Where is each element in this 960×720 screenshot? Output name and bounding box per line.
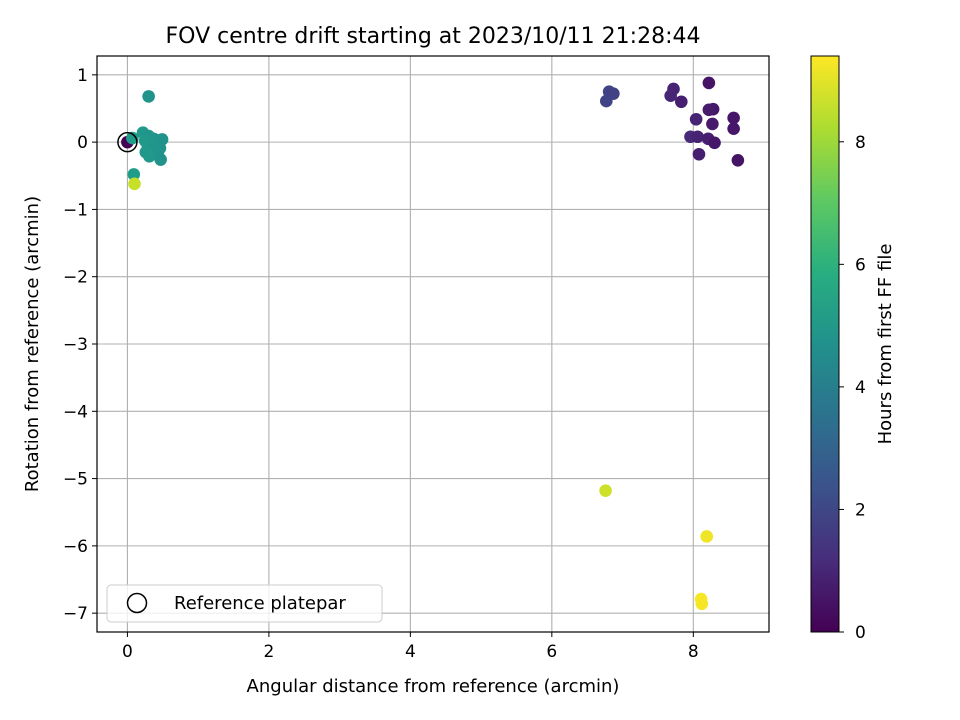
- data-point: [702, 76, 716, 90]
- data-point: [126, 131, 139, 145]
- legend-box: [106, 584, 383, 623]
- colorbar-label: Hours from first FF file: [875, 244, 896, 445]
- data-point: [731, 153, 745, 167]
- y-tick-label: −4: [63, 402, 88, 422]
- legend: Reference platepar: [106, 584, 383, 623]
- data-point: [702, 103, 716, 117]
- colorbar-ticks: 0 2 4 6 8: [839, 133, 866, 643]
- data-point: [691, 130, 704, 144]
- x-ticks: 0 2 4 6 8: [122, 632, 699, 662]
- colorbar-frame: [810, 55, 840, 633]
- y-tick-label: 1: [77, 66, 88, 86]
- x-tick-label: 6: [546, 642, 557, 662]
- y-tick-label: −7: [63, 604, 88, 624]
- legend-marker-reference: [126, 592, 148, 614]
- y-tick-label: −2: [63, 268, 88, 288]
- colorbar-tick-label: 4: [855, 378, 866, 398]
- x-tick-label: 8: [688, 642, 699, 662]
- y-tick-label: 0: [77, 133, 88, 153]
- data-point: [599, 484, 612, 497]
- data-point: [727, 122, 740, 135]
- data-point: [727, 111, 740, 125]
- data-point: [600, 94, 613, 108]
- colorbar-tick-label: 8: [855, 133, 866, 153]
- x-tick-label: 0: [122, 642, 133, 662]
- data-point: [692, 147, 706, 161]
- y-tick-label: −1: [63, 200, 88, 220]
- data-point: [700, 530, 714, 543]
- colorbar-gradient: [811, 56, 839, 632]
- data-point: [695, 597, 709, 611]
- legend-label-reference: Reference platepar: [174, 593, 346, 614]
- data-point: [664, 89, 677, 103]
- y-tick-label: −3: [63, 335, 88, 355]
- chart-title: FOV centre drift starting at 2023/10/11 …: [166, 24, 701, 49]
- reference-platepar-marker: [117, 131, 138, 153]
- x-tick-label: 4: [405, 642, 416, 662]
- y-ticks: 1 0 −1 −2 −3 −4 −5 −6 −7: [63, 66, 97, 624]
- colorbar: 0 2 4 6 8 Hours from first FF file: [810, 55, 896, 643]
- x-tick-label: 2: [263, 642, 274, 662]
- data-point: [128, 177, 141, 191]
- data-point: [706, 117, 719, 131]
- y-tick-label: −6: [63, 537, 88, 557]
- y-tick-label: −5: [63, 470, 88, 490]
- data-point: [127, 168, 141, 181]
- data-point: [154, 153, 167, 166]
- data-point: [689, 112, 703, 126]
- reference-marker-layer: [117, 131, 138, 153]
- data-point: [142, 90, 155, 103]
- y-axis-label: Rotation from reference (arcmin): [22, 196, 43, 492]
- colorbar-tick-label: 2: [855, 500, 866, 520]
- colorbar-tick-label: 6: [855, 255, 866, 275]
- data-point: [674, 95, 688, 109]
- data-point: [708, 136, 721, 150]
- grid-lines: [97, 56, 769, 632]
- x-axis-label: Angular distance from reference (arcmin): [247, 676, 620, 697]
- scatter-points: [121, 76, 745, 611]
- colorbar-tick-label: 0: [855, 623, 866, 643]
- data-point: [143, 149, 156, 163]
